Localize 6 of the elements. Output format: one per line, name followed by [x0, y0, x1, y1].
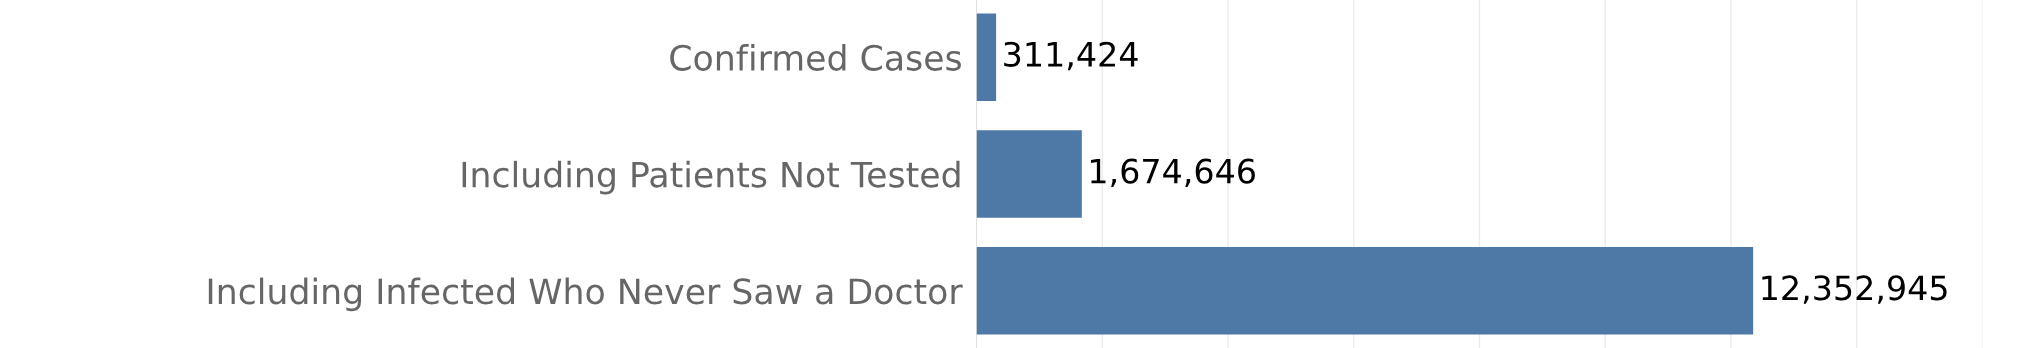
data-label: 12,352,945 [1762, 275, 1947, 304]
data-label: 311,424 [1004, 41, 1138, 71]
y-tick-label: Confirmed Cases [670, 44, 961, 71]
y-tick-label: Including Infected Who Never Saw a Doctor [208, 277, 963, 312]
data-label: 1,674,646 [1091, 158, 1255, 188]
y-tick-label: Including Patients Not Tested [462, 160, 960, 195]
